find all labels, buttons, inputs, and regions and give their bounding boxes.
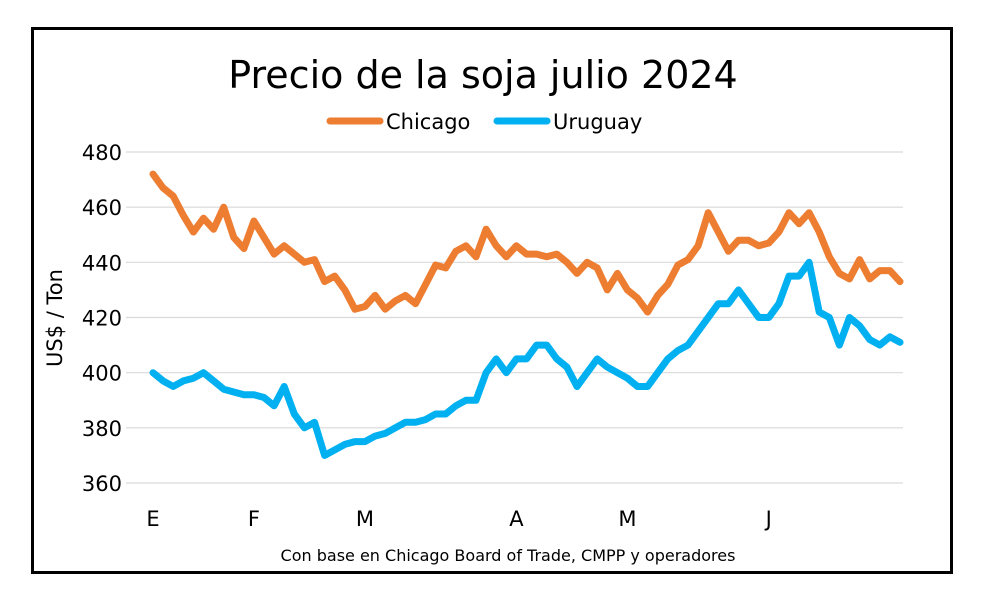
x-tick-label: M <box>618 507 636 531</box>
x-tick-label: A <box>509 507 524 531</box>
legend-label-uruguay: Uruguay <box>553 110 642 134</box>
y-tick-label: 360 <box>82 472 122 496</box>
x-tick-label: J <box>764 507 772 531</box>
y-axis-label: US$ / Ton <box>43 269 67 367</box>
source-note: Con base en Chicago Board of Trade, CMPP… <box>281 546 736 565</box>
y-tick-label: 460 <box>82 196 122 220</box>
y-tick-label: 400 <box>82 362 122 386</box>
gridlines <box>126 151 903 484</box>
chart-title: Precio de la soja julio 2024 <box>228 53 737 97</box>
series-lines <box>149 170 904 459</box>
x-tick-label: F <box>248 507 260 531</box>
legend-label-chicago: Chicago <box>386 110 470 134</box>
y-tick-label: 380 <box>82 417 122 441</box>
series-line-chicago <box>149 170 904 316</box>
y-tick-label: 480 <box>82 141 122 165</box>
y-axis-ticks: 360 380 400 420 440 460 480 <box>82 141 122 496</box>
series-line-uruguay <box>149 258 904 459</box>
y-tick-label: 440 <box>82 251 122 275</box>
x-tick-label: M <box>356 507 374 531</box>
legend: Chicago Uruguay <box>326 110 642 134</box>
x-tick-label: E <box>146 507 159 531</box>
y-tick-label: 420 <box>82 307 122 331</box>
